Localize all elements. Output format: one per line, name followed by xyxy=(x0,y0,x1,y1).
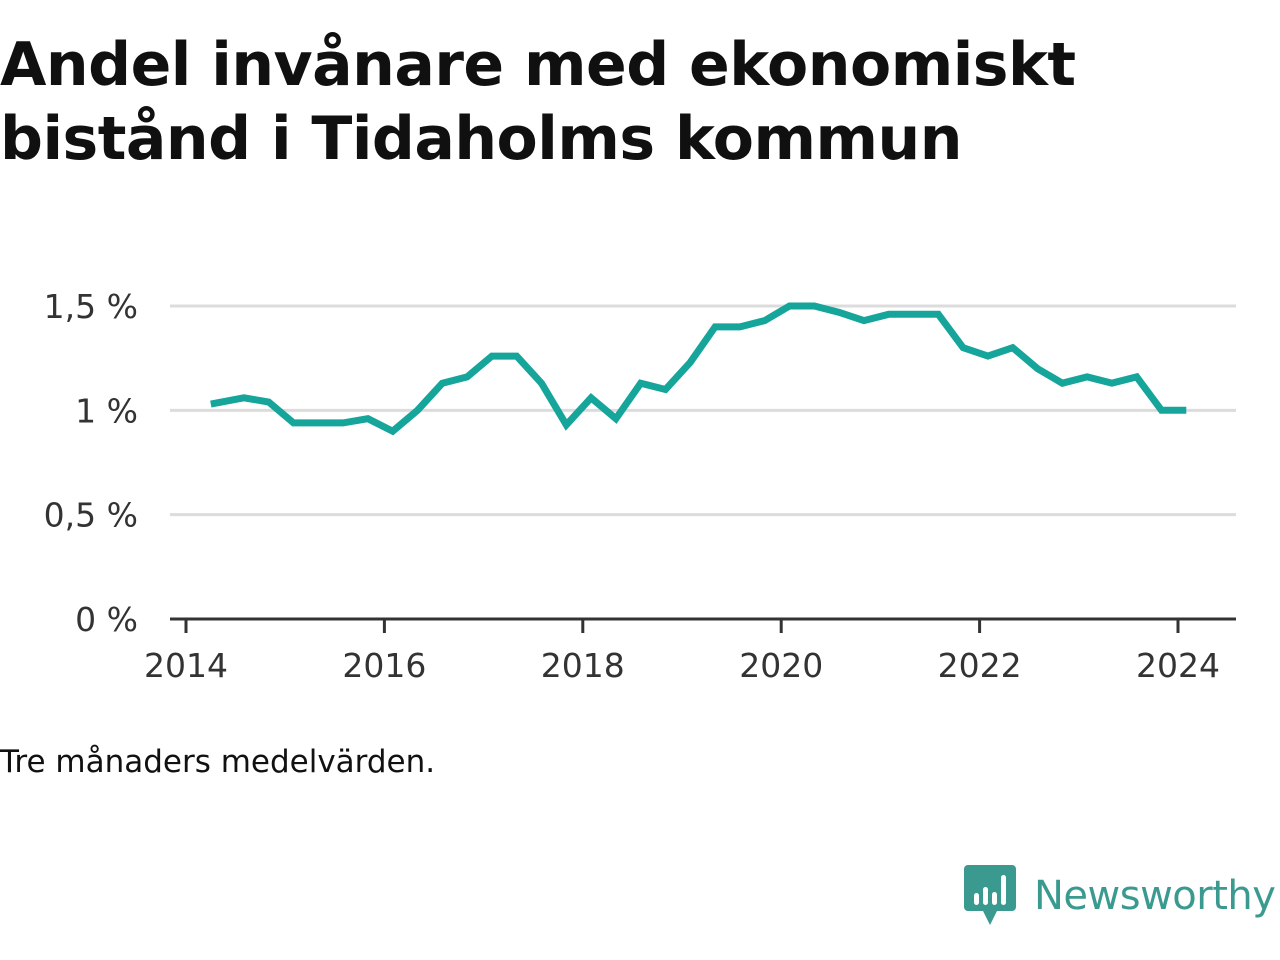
x-tick-label: 2014 xyxy=(144,646,228,685)
brand-name: Newsworthy xyxy=(1034,873,1276,919)
chart-footnote: Tre månaders medelvärden. xyxy=(0,744,436,780)
x-tick-label: 2022 xyxy=(938,646,1022,685)
y-tick-label: 1,5 % xyxy=(44,287,138,326)
chart-title: Andel invånare med ekonomiskt bistånd i … xyxy=(0,30,1076,174)
series-line xyxy=(210,302,1187,436)
x-tick-label: 2020 xyxy=(739,646,823,685)
x-tick-label: 2016 xyxy=(342,646,426,685)
x-tick-label: 2018 xyxy=(541,646,625,685)
newsworthy-bar-chart-logo-icon xyxy=(964,865,1016,925)
line-chart: 0 % 0,5 % 1 % 1,5 % 2014 2016 2018 2020 2022 2024 xyxy=(44,287,1236,685)
y-tick-label: 0 % xyxy=(75,600,138,639)
newsworthy-brand: Newsworthy xyxy=(964,864,1276,928)
y-tick-label: 0,5 % xyxy=(44,496,138,535)
x-tick-label: 2024 xyxy=(1136,646,1220,685)
y-tick-label: 1 % xyxy=(75,391,138,430)
